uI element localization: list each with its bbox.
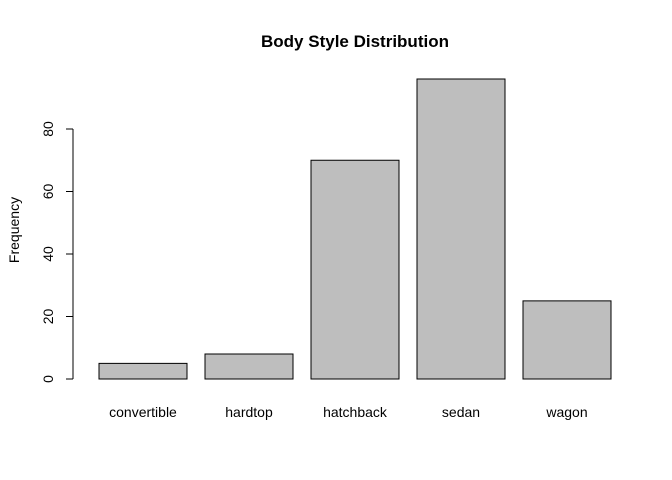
bars	[98, 78, 612, 380]
y-tick-label: 20	[40, 309, 56, 325]
y-tick-label: 40	[40, 246, 56, 262]
y-tick-label: 60	[40, 184, 56, 200]
chart-title: Body Style Distribution	[261, 32, 449, 51]
x-tick-label-wagon: wagon	[545, 404, 587, 420]
bar-hardtop	[204, 353, 294, 380]
x-axis-labels: convertible hardtop hatchback sedan wagon	[109, 404, 587, 420]
bar-convertible	[98, 362, 188, 380]
x-tick-label-convertible: convertible	[109, 404, 177, 420]
y-tick-label: 80	[40, 121, 56, 137]
y-tick-label: 0	[40, 375, 56, 383]
bar-hatchback	[310, 159, 400, 380]
bar-wagon	[522, 300, 612, 380]
bar-sedan	[416, 78, 506, 380]
y-axis-label: Frequency	[6, 197, 22, 263]
x-tick-label-sedan: sedan	[442, 404, 480, 420]
x-tick-label-hatchback: hatchback	[323, 404, 388, 420]
y-axis-ticks: 0 20 40 60 80	[40, 121, 73, 383]
x-tick-label-hardtop: hardtop	[225, 404, 273, 420]
